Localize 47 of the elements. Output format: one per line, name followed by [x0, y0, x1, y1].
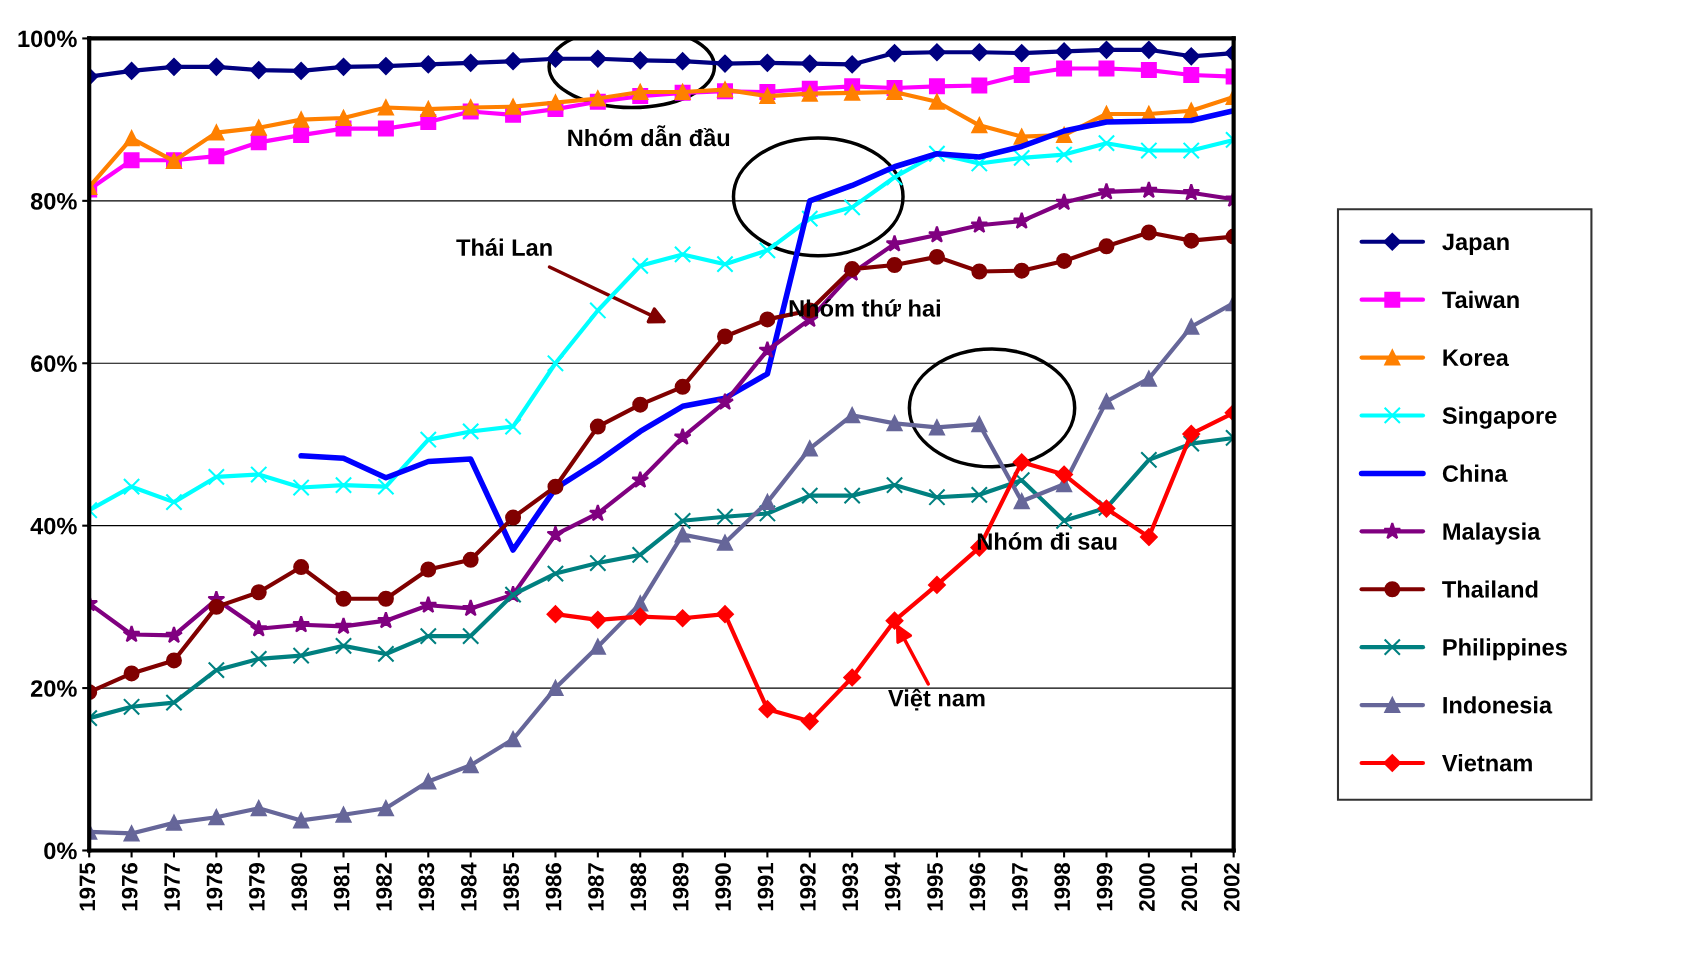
x-tick-label: 1994 [884, 862, 901, 911]
x-tick-label: 2000 [1139, 863, 1155, 911]
y-tick-label: 100% [18, 30, 77, 48]
x-tick-label: 1981 [333, 862, 350, 911]
legend-label: Japan [1442, 233, 1509, 255]
y-tick-label: 20% [30, 680, 77, 697]
legend-label: China [1442, 464, 1508, 482]
legend-label: Philippines [1443, 638, 1567, 661]
legend-label: Korea [1443, 349, 1509, 367]
x-tick-label: 1975 [79, 862, 96, 911]
x-tick-label: 1992 [800, 863, 816, 911]
x-tick-label: 1991 [757, 862, 774, 911]
legend-label: Thailand [1442, 580, 1538, 598]
x-tick-label: 1990 [715, 863, 731, 911]
x-tick-label: 1986 [545, 863, 562, 911]
legend-label: Vietnam [1442, 754, 1532, 772]
annotation: Việt nam [888, 688, 985, 711]
x-tick-label: 1977 [164, 863, 180, 911]
y-tick-label: 60% [31, 355, 77, 373]
y-tick-label: 0% [44, 842, 77, 860]
y-tick-label: 40% [30, 517, 77, 535]
x-tick-label: 1997 [1011, 863, 1028, 911]
x-tick-label: 2001 [1181, 862, 1198, 911]
x-tick-label: 1988 [630, 862, 647, 911]
x-tick-label: 1989 [672, 863, 689, 911]
x-tick-label: 1987 [588, 863, 604, 911]
x-tick-label: 1995 [927, 862, 943, 911]
y-tick-label: 80% [30, 192, 77, 210]
legend-label: Indonesia [1443, 696, 1553, 714]
x-tick-label: 1985 [503, 862, 520, 911]
x-tick-label: 2002 [1223, 863, 1240, 911]
x-tick-label: 1996 [969, 863, 986, 911]
legend-label: Taiwan [1442, 290, 1519, 309]
x-tick-label: 1993 [842, 863, 859, 911]
annotation: Thái Lan [456, 238, 552, 256]
x-tick-label: 1982 [376, 863, 392, 911]
x-tick-label: 1976 [121, 863, 138, 911]
x-tick-label: 1980 [291, 863, 308, 911]
legend-label: Singapore [1442, 406, 1557, 429]
x-tick-label: 1999 [1096, 863, 1113, 911]
x-tick-label: 1978 [206, 862, 223, 911]
legend-label: Malaysia [1443, 522, 1541, 545]
annotation: Nhóm dẫn đầu [568, 125, 730, 147]
x-tick-label: 1979 [248, 863, 265, 911]
x-tick-label: 1983 [418, 863, 435, 911]
x-tick-label: 1984 [460, 862, 477, 911]
x-tick-label: 1998 [1054, 862, 1071, 911]
